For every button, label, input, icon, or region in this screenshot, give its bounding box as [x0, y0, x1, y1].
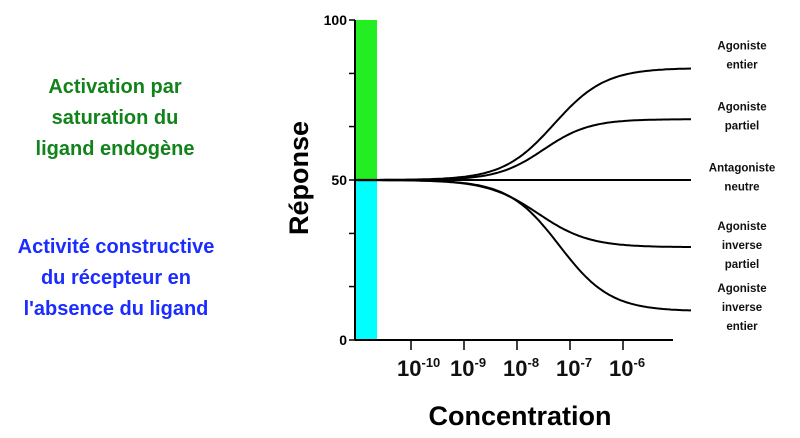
x-tick-label: 10-6 [609, 355, 645, 381]
note-line: l'absence du ligand [23, 298, 209, 320]
cyan-bar [355, 180, 377, 340]
x-tick-label: 10-9 [450, 355, 486, 381]
y-tick-label: 100 [324, 12, 348, 28]
x-tick-label: 10-10 [397, 355, 440, 381]
series-label: neutre [724, 182, 759, 194]
x-axis-title: Concentration [428, 401, 611, 431]
note-line: Activation par [48, 76, 182, 98]
note-line: ligand endogène [35, 138, 195, 160]
activation-note: Activation par saturation du ligand endo… [0, 72, 230, 165]
note-line: saturation du [51, 107, 179, 129]
y-tick-label: 0 [339, 332, 347, 348]
y-tick-label: 50 [331, 172, 347, 188]
series-label: entier [726, 60, 758, 72]
note-line: Activité constructive [17, 236, 215, 258]
series-label: Agoniste [717, 221, 766, 233]
series-label: Agoniste [717, 102, 766, 114]
constitutive-activity-note: Activité constructive du récepteur en l'… [0, 232, 232, 325]
x-tick-label: 10-8 [503, 355, 539, 381]
series-label: inverse [722, 302, 762, 314]
curve-agoniste-inverse-entier [355, 179, 691, 312]
series-label: inverse [722, 240, 762, 252]
series-label: entier [726, 321, 758, 333]
series-label: Agoniste [717, 41, 766, 53]
series-label: Agoniste [717, 283, 766, 295]
series-label: partiel [725, 259, 760, 271]
x-tick-label: 10-7 [556, 355, 592, 381]
series-label: partiel [725, 121, 760, 133]
green-bar [355, 20, 377, 180]
y-axis-title: Réponse [284, 121, 314, 235]
curve-agoniste-inverse-partiel [355, 179, 691, 248]
curve-agoniste-partiel [355, 118, 691, 181]
note-line: du récepteur en [40, 267, 192, 289]
series-label: Antagoniste [709, 163, 775, 175]
